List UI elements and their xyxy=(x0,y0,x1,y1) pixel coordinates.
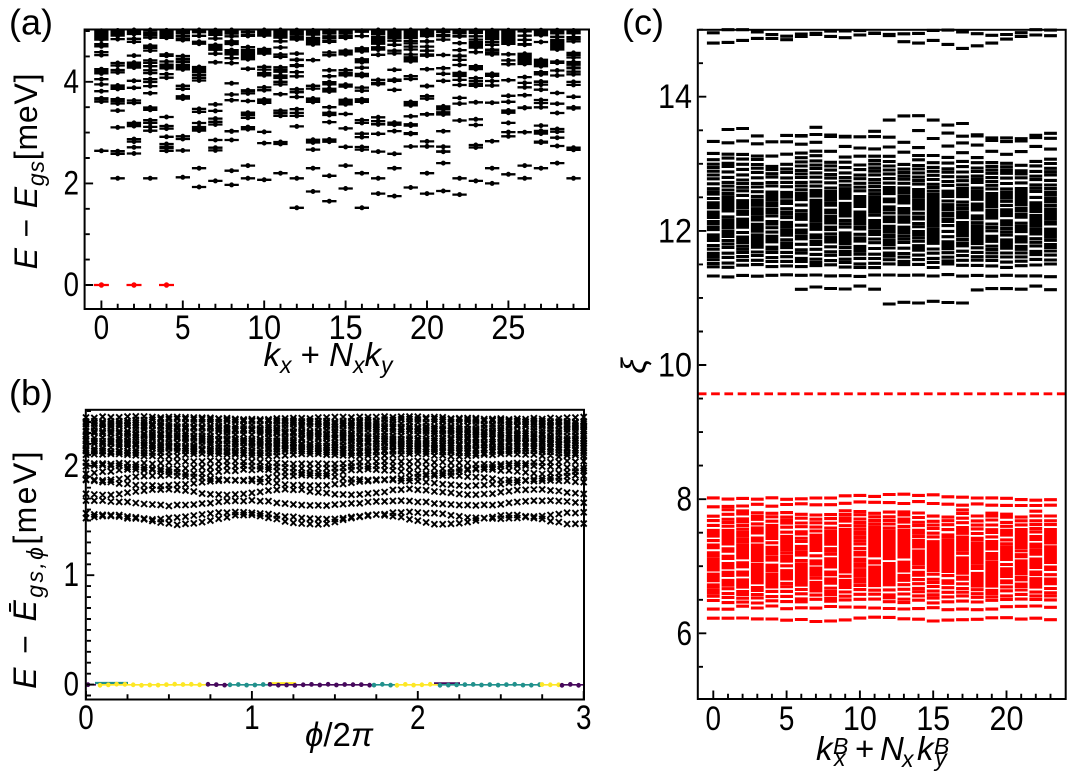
svg-text:3: 3 xyxy=(576,699,592,737)
svg-text:10: 10 xyxy=(247,309,281,347)
svg-text:4: 4 xyxy=(64,63,80,101)
svg-text:1: 1 xyxy=(64,556,80,594)
svg-text:5: 5 xyxy=(175,309,191,347)
svg-text:ϕ/2π: ϕ/2π xyxy=(305,716,374,753)
svg-text:k: k xyxy=(917,730,935,767)
svg-text:x: x xyxy=(833,745,847,771)
svg-text:15: 15 xyxy=(329,309,363,347)
svg-text:10: 10 xyxy=(843,700,877,738)
svg-text:8: 8 xyxy=(677,481,693,519)
svg-text:10: 10 xyxy=(658,347,692,385)
svg-text:B: B xyxy=(833,733,848,759)
svg-text:14: 14 xyxy=(658,78,692,116)
svg-text:2: 2 xyxy=(410,699,426,737)
svg-text:12: 12 xyxy=(658,212,692,250)
svg-text:5: 5 xyxy=(779,700,795,738)
svg-text:1: 1 xyxy=(244,699,260,737)
svg-text:(a): (a) xyxy=(9,2,53,43)
svg-text:6: 6 xyxy=(677,615,693,653)
svg-text:x: x xyxy=(901,746,915,772)
svg-text:+: + xyxy=(855,730,874,767)
svg-text:0: 0 xyxy=(78,699,94,737)
svg-text:0: 0 xyxy=(64,266,80,304)
svg-text:20: 20 xyxy=(990,700,1024,738)
svg-text:y: y xyxy=(933,745,948,771)
svg-text:25: 25 xyxy=(491,309,525,347)
svg-text:k: k xyxy=(816,730,834,767)
svg-text:N: N xyxy=(880,730,904,767)
svg-text:B: B xyxy=(934,733,949,759)
svg-text:(c): (c) xyxy=(622,2,664,43)
svg-text:0: 0 xyxy=(94,309,110,347)
svg-text:ξ: ξ xyxy=(616,357,654,374)
svg-text:20: 20 xyxy=(410,309,444,347)
svg-text:(b): (b) xyxy=(9,372,53,413)
svg-text:E − Egs[meV]: E − Egs[meV] xyxy=(8,73,49,270)
svg-text:E − Ēgs,ϕ[meV]: E − Ēgs,ϕ[meV] xyxy=(7,449,48,689)
svg-text:2: 2 xyxy=(64,164,80,202)
svg-text:2: 2 xyxy=(64,447,80,485)
svg-text:15: 15 xyxy=(916,700,950,738)
svg-text:0: 0 xyxy=(64,666,80,704)
svg-text:0: 0 xyxy=(706,700,722,738)
svg-text:kx + Nxky: kx + Nxky xyxy=(264,336,394,378)
